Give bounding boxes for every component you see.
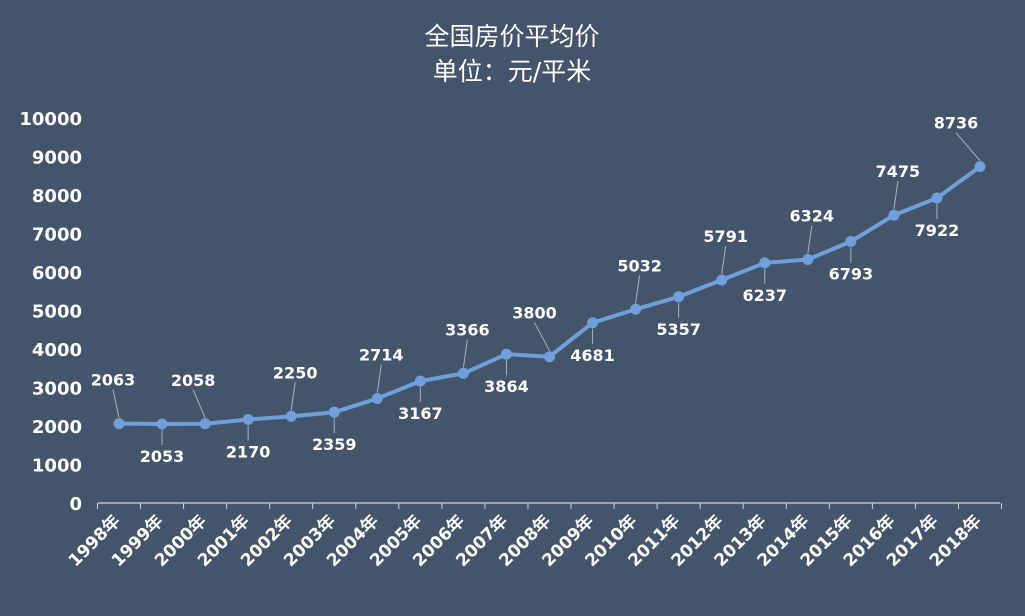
chart-title: 全国房价平均价 xyxy=(424,22,599,51)
data-point xyxy=(113,418,125,430)
leader-line xyxy=(290,382,296,411)
data-label: 2063 xyxy=(91,371,136,390)
y-tick-label: 7000 xyxy=(32,225,82,246)
chart-subtitle: 单位：元/平米 xyxy=(433,57,591,86)
leader-line xyxy=(893,181,899,210)
leader-line xyxy=(112,389,120,418)
data-label: 2058 xyxy=(171,371,216,390)
data-point xyxy=(544,351,555,363)
y-axis: 0 1000 2000 3000 4000 5000 6000 7000 8000 9000 100… xyxy=(19,109,82,515)
data-labels: 2063 2053 2058 2170 2250 2359 2714 3167 3366 3864… xyxy=(91,114,979,466)
data-point xyxy=(285,410,297,422)
data-point xyxy=(931,192,943,204)
data-point xyxy=(974,161,986,173)
series-line xyxy=(118,165,982,426)
data-label: 7475 xyxy=(876,162,921,181)
data-label: 7922 xyxy=(915,221,960,240)
y-tick-label: 8000 xyxy=(32,186,82,207)
leader-line xyxy=(721,245,727,275)
y-tick-label: 2000 xyxy=(32,417,82,438)
data-point xyxy=(587,317,599,329)
y-tick-label: 4000 xyxy=(32,340,82,361)
data-point xyxy=(802,254,814,266)
data-label: 3366 xyxy=(445,320,490,339)
data-point xyxy=(759,257,771,269)
data-label: 3864 xyxy=(484,377,529,396)
data-label: 2250 xyxy=(273,363,318,382)
data-label: 5791 xyxy=(703,227,748,246)
data-label: 6237 xyxy=(742,286,787,305)
data-label: 2714 xyxy=(359,346,404,365)
data-label: 2053 xyxy=(140,447,185,466)
leader-line xyxy=(807,225,813,254)
data-label: 2359 xyxy=(312,435,357,454)
y-tick-label: 9000 xyxy=(32,148,82,169)
data-point xyxy=(457,367,469,379)
y-tick-label: 3000 xyxy=(32,379,82,400)
data-label: 5357 xyxy=(656,320,701,339)
data-point xyxy=(371,393,383,405)
leader-line xyxy=(376,364,382,393)
data-point xyxy=(716,274,728,286)
x-axis: 1998年1999年2000年2001年2002年2003年2004年2005年… xyxy=(64,503,1003,571)
leader-line xyxy=(192,389,206,418)
leader-line xyxy=(462,339,468,368)
data-label: 3800 xyxy=(512,304,557,323)
data-point xyxy=(630,303,642,315)
leader-line xyxy=(635,275,641,304)
data-label: 2170 xyxy=(226,442,271,461)
y-tick-label: 0 xyxy=(69,494,82,515)
data-point xyxy=(673,291,685,303)
y-tick-label: 10000 xyxy=(19,109,82,130)
y-tick-label: 5000 xyxy=(32,302,82,323)
leader-line xyxy=(534,322,550,351)
data-point xyxy=(199,418,211,430)
leader-line xyxy=(955,132,981,161)
series-markers xyxy=(113,161,986,430)
data-point xyxy=(156,418,168,430)
data-point xyxy=(414,375,426,387)
data-point xyxy=(845,235,857,247)
y-tick-label: 1000 xyxy=(32,456,82,477)
data-point xyxy=(888,209,900,221)
data-label: 4681 xyxy=(570,346,615,365)
data-point xyxy=(242,413,254,425)
data-label: 6324 xyxy=(790,207,835,226)
data-point xyxy=(500,348,512,360)
data-label: 8736 xyxy=(934,114,979,133)
data-point xyxy=(328,406,340,418)
data-label: 6793 xyxy=(829,264,874,283)
y-tick-label: 6000 xyxy=(32,263,82,284)
data-label: 3167 xyxy=(398,404,443,423)
leader-lines xyxy=(112,132,981,445)
data-label: 5032 xyxy=(617,256,662,275)
